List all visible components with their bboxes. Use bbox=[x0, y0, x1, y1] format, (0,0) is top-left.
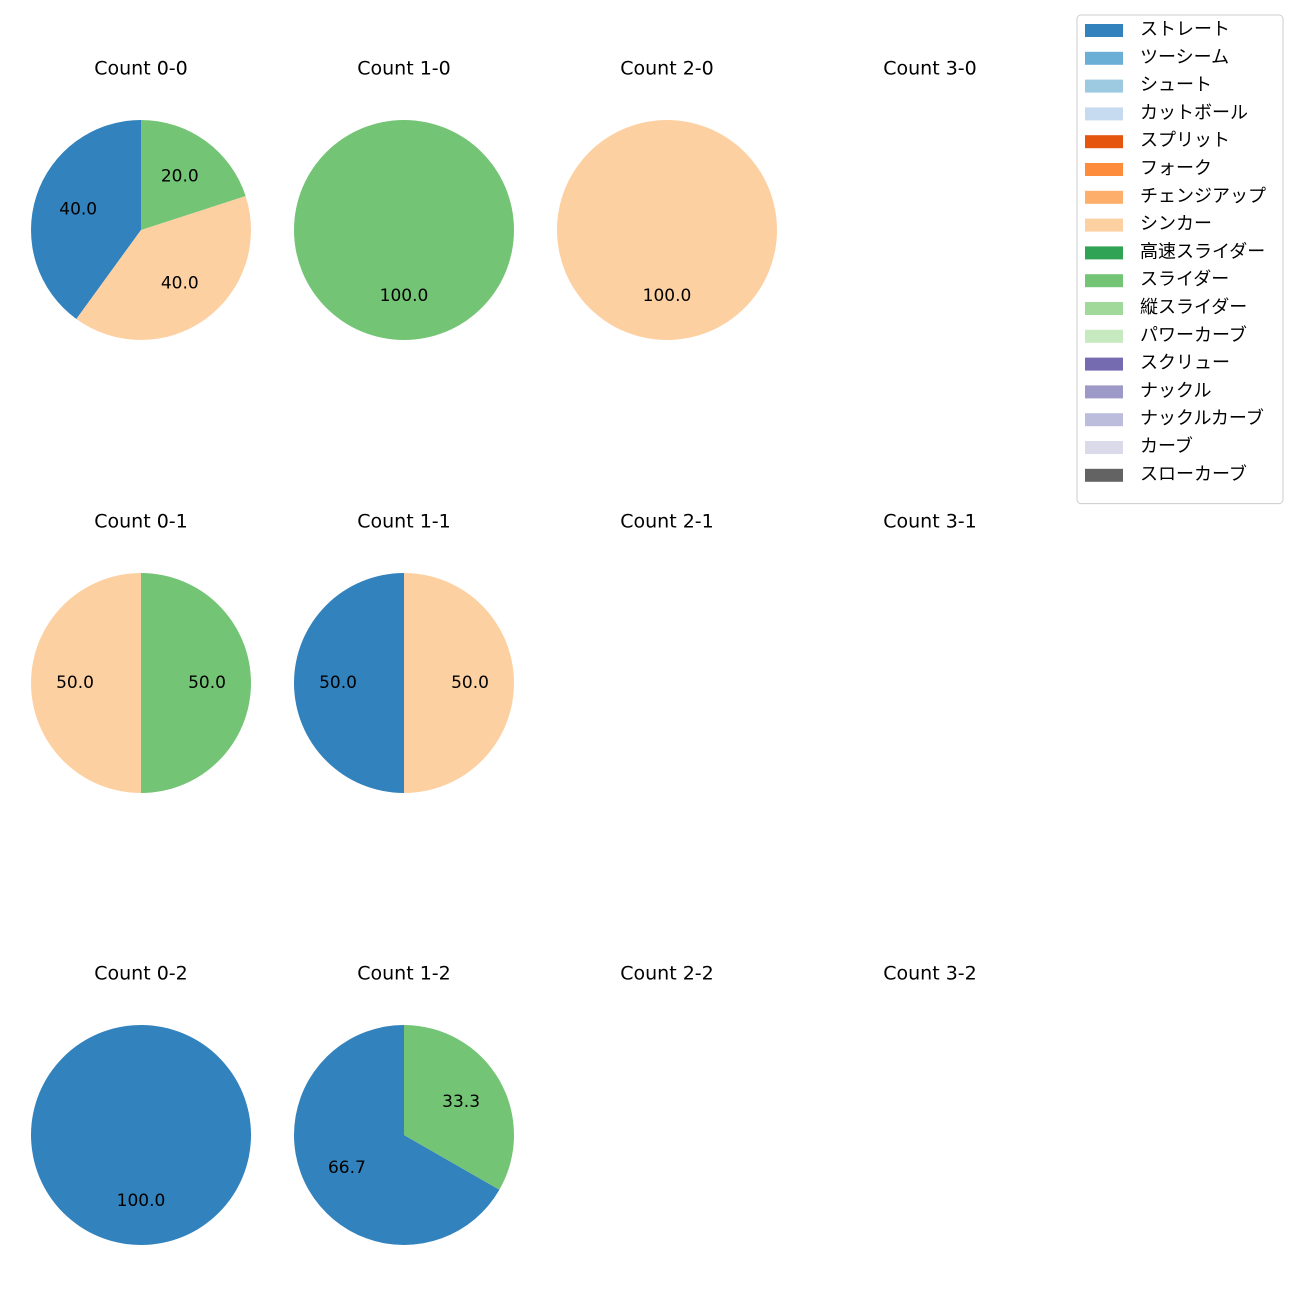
panel-title: Count 1-2 bbox=[357, 963, 451, 985]
pie-slice bbox=[141, 573, 251, 793]
panel-title: Count 0-2 bbox=[94, 963, 188, 985]
pie-slice bbox=[294, 573, 404, 793]
pie-panel: Count 0-0 40.0 40.0 20.0 bbox=[30, 58, 252, 341]
slice-label: 100.0 bbox=[380, 286, 429, 306]
legend-label: ストレート bbox=[1140, 19, 1230, 40]
pie-panel: Count 3-2 bbox=[883, 963, 977, 985]
pie-slice bbox=[76, 196, 252, 341]
pie-panel: Count 3-1 bbox=[883, 511, 977, 533]
legend-label: カットボール bbox=[1140, 102, 1248, 123]
pie-slice bbox=[294, 1025, 500, 1245]
pie-slice bbox=[404, 1025, 515, 1190]
legend-label: 高速スライダー bbox=[1140, 241, 1265, 262]
slice-label: 20.0 bbox=[161, 167, 199, 187]
pie-slice bbox=[141, 120, 246, 230]
pie-panel: Count 0-2 100.0 bbox=[31, 963, 251, 1245]
pie-panel: Count 2-2 bbox=[620, 963, 714, 985]
slice-label: 40.0 bbox=[59, 200, 97, 220]
pie-slice bbox=[557, 120, 777, 340]
legend-swatch bbox=[1085, 468, 1123, 482]
legend-label: シンカー bbox=[1140, 214, 1212, 235]
panel-title: Count 2-2 bbox=[620, 963, 714, 985]
panel-title: Count 3-2 bbox=[883, 963, 977, 985]
panel-title: Count 0-1 bbox=[94, 511, 188, 533]
panel-title: Count 0-0 bbox=[94, 58, 188, 80]
legend-label: スクリュー bbox=[1140, 353, 1230, 374]
legend-label: ツーシーム bbox=[1140, 47, 1229, 68]
legend-label: シュート bbox=[1140, 75, 1212, 96]
legend-swatch bbox=[1085, 51, 1123, 65]
panel-title: Count 3-0 bbox=[883, 58, 977, 80]
legend-swatch bbox=[1085, 441, 1123, 454]
legend-label: カーブ bbox=[1140, 435, 1193, 457]
legend-swatch bbox=[1085, 190, 1123, 204]
legend-swatch bbox=[1085, 135, 1123, 149]
legend-swatch bbox=[1085, 107, 1123, 121]
legend-label: スローカーブ bbox=[1140, 463, 1247, 485]
legend-swatch bbox=[1085, 302, 1123, 315]
pie-slice bbox=[30, 120, 141, 319]
slice-label: 50.0 bbox=[56, 673, 94, 693]
legend-label: 縦スライダー bbox=[1140, 297, 1247, 318]
pie-panel: Count 0-1 50.0 50.0 bbox=[31, 511, 251, 793]
legend-label: パワーカーブ bbox=[1140, 324, 1247, 346]
panel-title: Count 1-0 bbox=[357, 58, 451, 80]
slice-label: 50.0 bbox=[188, 673, 226, 693]
pie-slice bbox=[294, 120, 514, 340]
slice-label: 40.0 bbox=[161, 273, 199, 293]
legend-swatch bbox=[1085, 413, 1123, 427]
pie-panel: Count 3-0 bbox=[883, 58, 977, 80]
pie-slice bbox=[404, 573, 514, 793]
legend-swatch bbox=[1085, 357, 1123, 371]
legend-swatch bbox=[1085, 79, 1123, 93]
legend-label: チェンジアップ bbox=[1140, 186, 1266, 207]
legend-swatch bbox=[1085, 385, 1123, 399]
slice-label: 50.0 bbox=[319, 673, 357, 693]
slice-label: 66.7 bbox=[328, 1158, 366, 1178]
legend-label: スプリット bbox=[1140, 130, 1230, 151]
legend-swatch bbox=[1085, 163, 1123, 176]
slice-label: 50.0 bbox=[451, 673, 489, 693]
slice-label: 100.0 bbox=[643, 286, 692, 306]
pie-panel: Count 2-1 bbox=[620, 511, 714, 533]
legend-frame bbox=[1076, 14, 1284, 505]
legend-swatch bbox=[1085, 329, 1123, 343]
legend-label: フォーク bbox=[1140, 158, 1212, 179]
panel-title: Count 3-1 bbox=[883, 511, 977, 533]
slice-label: 33.3 bbox=[442, 1092, 480, 1112]
legend-label: スライダー bbox=[1140, 269, 1229, 290]
pie-panel: Count 1-1 50.0 50.0 bbox=[294, 511, 514, 793]
pie-panel: Count 2-0 100.0 bbox=[557, 58, 777, 340]
panel-title: Count 2-1 bbox=[620, 511, 714, 533]
legend-label: ナックルカーブ bbox=[1140, 407, 1264, 429]
panel-title: Count 1-1 bbox=[357, 511, 451, 533]
slice-label: 100.0 bbox=[117, 1191, 166, 1211]
legend-swatch bbox=[1085, 24, 1123, 37]
pie-slice bbox=[31, 573, 141, 793]
pie-panel: Count 1-2 66.7 33.3 bbox=[294, 963, 515, 1245]
legend: ストレートツーシームシュートカットボールスプリットフォークチェンジアップシンカー… bbox=[1076, 14, 1284, 505]
pie-slice bbox=[31, 1025, 251, 1245]
panel-title: Count 2-0 bbox=[620, 58, 714, 80]
pie-panel: Count 1-0 100.0 bbox=[294, 58, 514, 340]
legend-swatch bbox=[1085, 274, 1123, 288]
legend-swatch bbox=[1085, 218, 1123, 232]
legend-swatch bbox=[1085, 246, 1123, 260]
legend-label: ナックル bbox=[1140, 380, 1211, 401]
